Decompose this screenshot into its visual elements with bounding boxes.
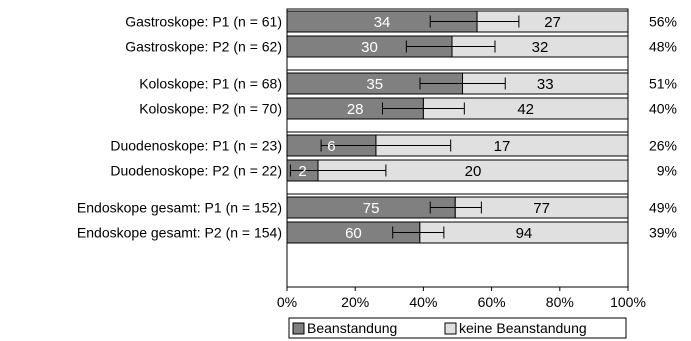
percent-label: 51% xyxy=(649,76,677,92)
x-tick-label: 40% xyxy=(409,294,437,310)
x-tick-label: 20% xyxy=(341,294,369,310)
value-label-keine-beanstandung: 27 xyxy=(544,14,561,31)
percent-label: 39% xyxy=(649,225,677,241)
category-label: Endoskope gesamt: P2 (n = 154) xyxy=(77,225,282,241)
category-label: Gastroskope: P1 (n = 61) xyxy=(125,14,282,30)
x-tick-label: 0% xyxy=(277,294,297,310)
value-label-keine-beanstandung: 77 xyxy=(533,200,550,217)
value-label-beanstandung: 34 xyxy=(374,14,391,31)
value-label-beanstandung: 35 xyxy=(366,76,383,93)
category-label: Duodenoskope: P1 (n = 23) xyxy=(110,138,282,154)
value-label-beanstandung: 75 xyxy=(363,200,380,217)
value-label-keine-beanstandung: 33 xyxy=(537,76,554,93)
category-label: Duodenoskope: P2 (n = 22) xyxy=(110,163,282,179)
legend-label-keine-beanstandung: keine Beanstandung xyxy=(459,320,587,336)
value-label-keine-beanstandung: 94 xyxy=(516,225,533,242)
percent-label: 49% xyxy=(649,200,677,216)
percent-label: 40% xyxy=(649,101,677,117)
category-label: Gastroskope: P2 (n = 62) xyxy=(125,39,282,55)
legend-swatch-beanstandung xyxy=(292,322,305,335)
value-label-keine-beanstandung: 32 xyxy=(532,39,549,56)
value-label-beanstandung: 28 xyxy=(347,101,364,118)
legend-label-beanstandung: Beanstandung xyxy=(307,320,397,336)
legend-swatch-keine-beanstandung xyxy=(444,322,457,335)
x-tick-label: 80% xyxy=(546,294,574,310)
category-label: Endoskope gesamt: P1 (n = 152) xyxy=(77,200,282,216)
value-label-beanstandung: 30 xyxy=(361,39,378,56)
percent-label: 9% xyxy=(657,163,677,179)
percent-label: 56% xyxy=(649,14,677,30)
percent-label: 26% xyxy=(649,138,677,154)
category-label: Koloskope: P2 (n = 70) xyxy=(139,101,282,117)
value-label-beanstandung: 2 xyxy=(298,163,306,180)
value-label-keine-beanstandung: 42 xyxy=(517,101,534,118)
value-label-beanstandung: 6 xyxy=(327,138,335,155)
legend xyxy=(288,317,627,339)
x-tick-label: 100% xyxy=(610,294,646,310)
x-tick-label: 60% xyxy=(478,294,506,310)
category-label: Koloskope: P1 (n = 68) xyxy=(139,76,282,92)
value-label-keine-beanstandung: 17 xyxy=(494,138,511,155)
value-label-keine-beanstandung: 20 xyxy=(465,163,482,180)
value-label-beanstandung: 60 xyxy=(345,225,362,242)
percent-label: 48% xyxy=(649,39,677,55)
